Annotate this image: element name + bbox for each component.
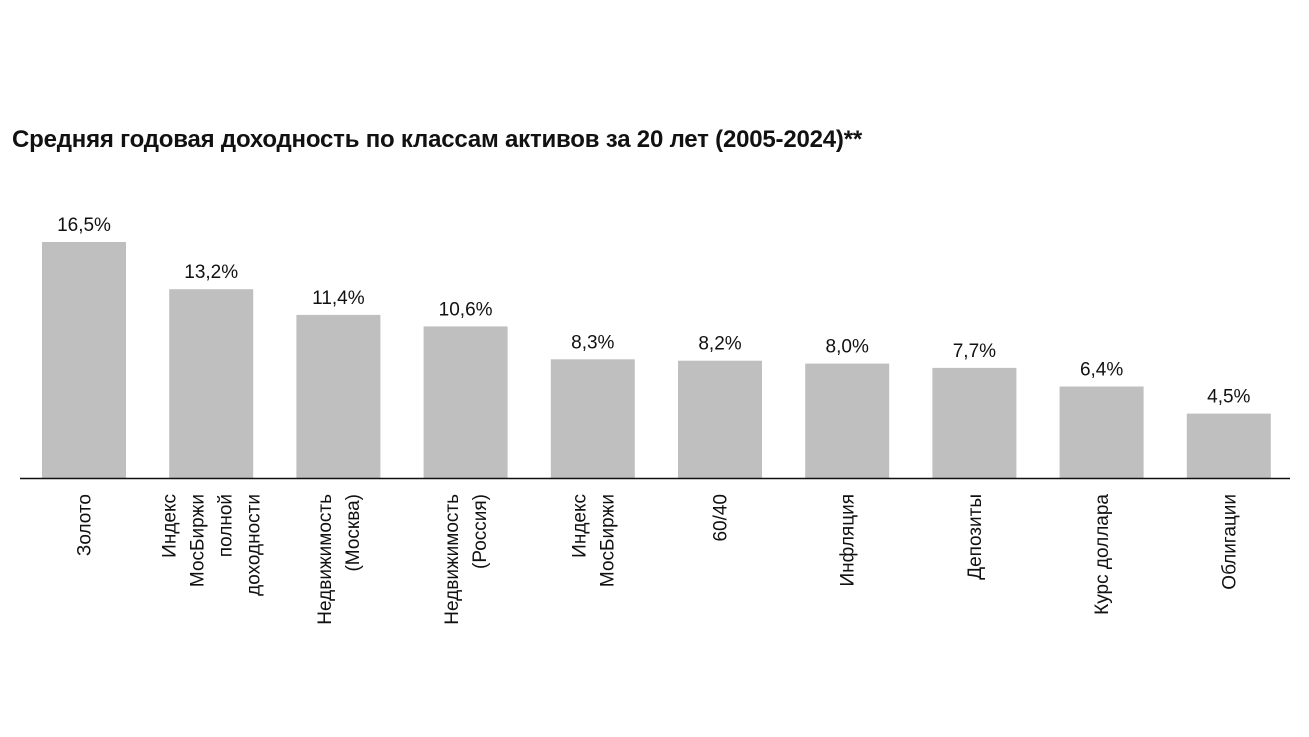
bar bbox=[678, 360, 762, 478]
category-label-line: (Россия) bbox=[470, 494, 491, 569]
bar bbox=[296, 314, 381, 478]
category-label-line: доходности bbox=[244, 494, 265, 596]
category-label-line: Облигации bbox=[1219, 494, 1240, 590]
category-label-line: 60/40 bbox=[711, 494, 732, 542]
bar bbox=[42, 242, 126, 478]
category-label-line: Индекс bbox=[160, 494, 181, 558]
category-label-line: Курс доллара bbox=[1092, 494, 1113, 615]
category-label: Индекс МосБиржи полной доходности bbox=[160, 494, 265, 596]
category-label: Золото bbox=[75, 494, 96, 556]
bars-layer bbox=[42, 242, 1271, 478]
data-label: 13,2% bbox=[184, 262, 238, 283]
data-label: 6,4% bbox=[1080, 360, 1123, 381]
category-label-text: 60/40 bbox=[711, 494, 732, 542]
bar bbox=[423, 326, 508, 478]
category-label: Курс доллара bbox=[1092, 494, 1113, 615]
category-label-text: Индекс МосБиржи bbox=[569, 494, 618, 587]
category-label-text: Индекс МосБиржи полной доходности bbox=[160, 494, 265, 596]
data-label: 4,5% bbox=[1207, 387, 1250, 408]
chart-title: Средняя годовая доходность по классам ак… bbox=[12, 126, 862, 153]
category-label: Недвижимость (Москва) bbox=[315, 494, 364, 625]
category-label-line: (Москва) bbox=[343, 494, 364, 572]
category-label-text: Недвижимость (Москва) bbox=[315, 494, 364, 625]
bar bbox=[805, 363, 890, 478]
category-label: Недвижимость (Россия) bbox=[442, 494, 491, 625]
data-label: 8,2% bbox=[698, 334, 741, 355]
category-label-text: Золото bbox=[75, 494, 96, 556]
category-label-line: МосБиржи bbox=[188, 494, 209, 587]
data-label: 7,7% bbox=[953, 341, 996, 362]
category-label-line: полной bbox=[216, 494, 237, 557]
category-label-text: Депозиты bbox=[965, 494, 986, 580]
data-label: 16,5% bbox=[57, 215, 111, 236]
category-label-text: Недвижимость (Россия) bbox=[442, 494, 491, 625]
category-label: 60/40 bbox=[711, 494, 732, 542]
bar bbox=[169, 289, 254, 478]
category-label-text: Облигации bbox=[1219, 494, 1240, 590]
data-label: 11,4% bbox=[312, 288, 365, 309]
category-label-line: Индекс bbox=[569, 494, 590, 558]
data-label: 8,3% bbox=[571, 332, 614, 353]
category-label: Индекс МосБиржи bbox=[569, 494, 618, 587]
category-label-text: Курс доллара bbox=[1092, 494, 1113, 615]
bar bbox=[550, 359, 635, 478]
category-label-line: Золото bbox=[75, 494, 96, 556]
category-labels-layer: Золото Индекс МосБиржи полной доходности Недв… bbox=[75, 494, 1241, 625]
data-label: 10,6% bbox=[439, 299, 493, 320]
category-label-line: Депозиты bbox=[965, 494, 986, 580]
bar bbox=[932, 367, 1017, 478]
category-label: Депозиты bbox=[965, 494, 986, 580]
category-label: Облигации bbox=[1219, 494, 1240, 590]
bar bbox=[1186, 413, 1271, 478]
category-label-line: Инфляция bbox=[838, 494, 859, 587]
data-label: 8,0% bbox=[826, 337, 869, 358]
category-label: Инфляция bbox=[838, 494, 859, 587]
category-label-line: Недвижимость bbox=[315, 494, 336, 625]
category-label-line: Недвижимость bbox=[442, 494, 463, 625]
data-labels-layer: 16,5% 13,2% 11,4% 10,6% 8,3% 8,2% 8,0% 7,7% 6,4%… bbox=[57, 215, 1250, 408]
category-label-line: МосБиржи bbox=[597, 494, 618, 587]
category-label-text: Инфляция bbox=[838, 494, 859, 587]
bar bbox=[1059, 386, 1144, 478]
